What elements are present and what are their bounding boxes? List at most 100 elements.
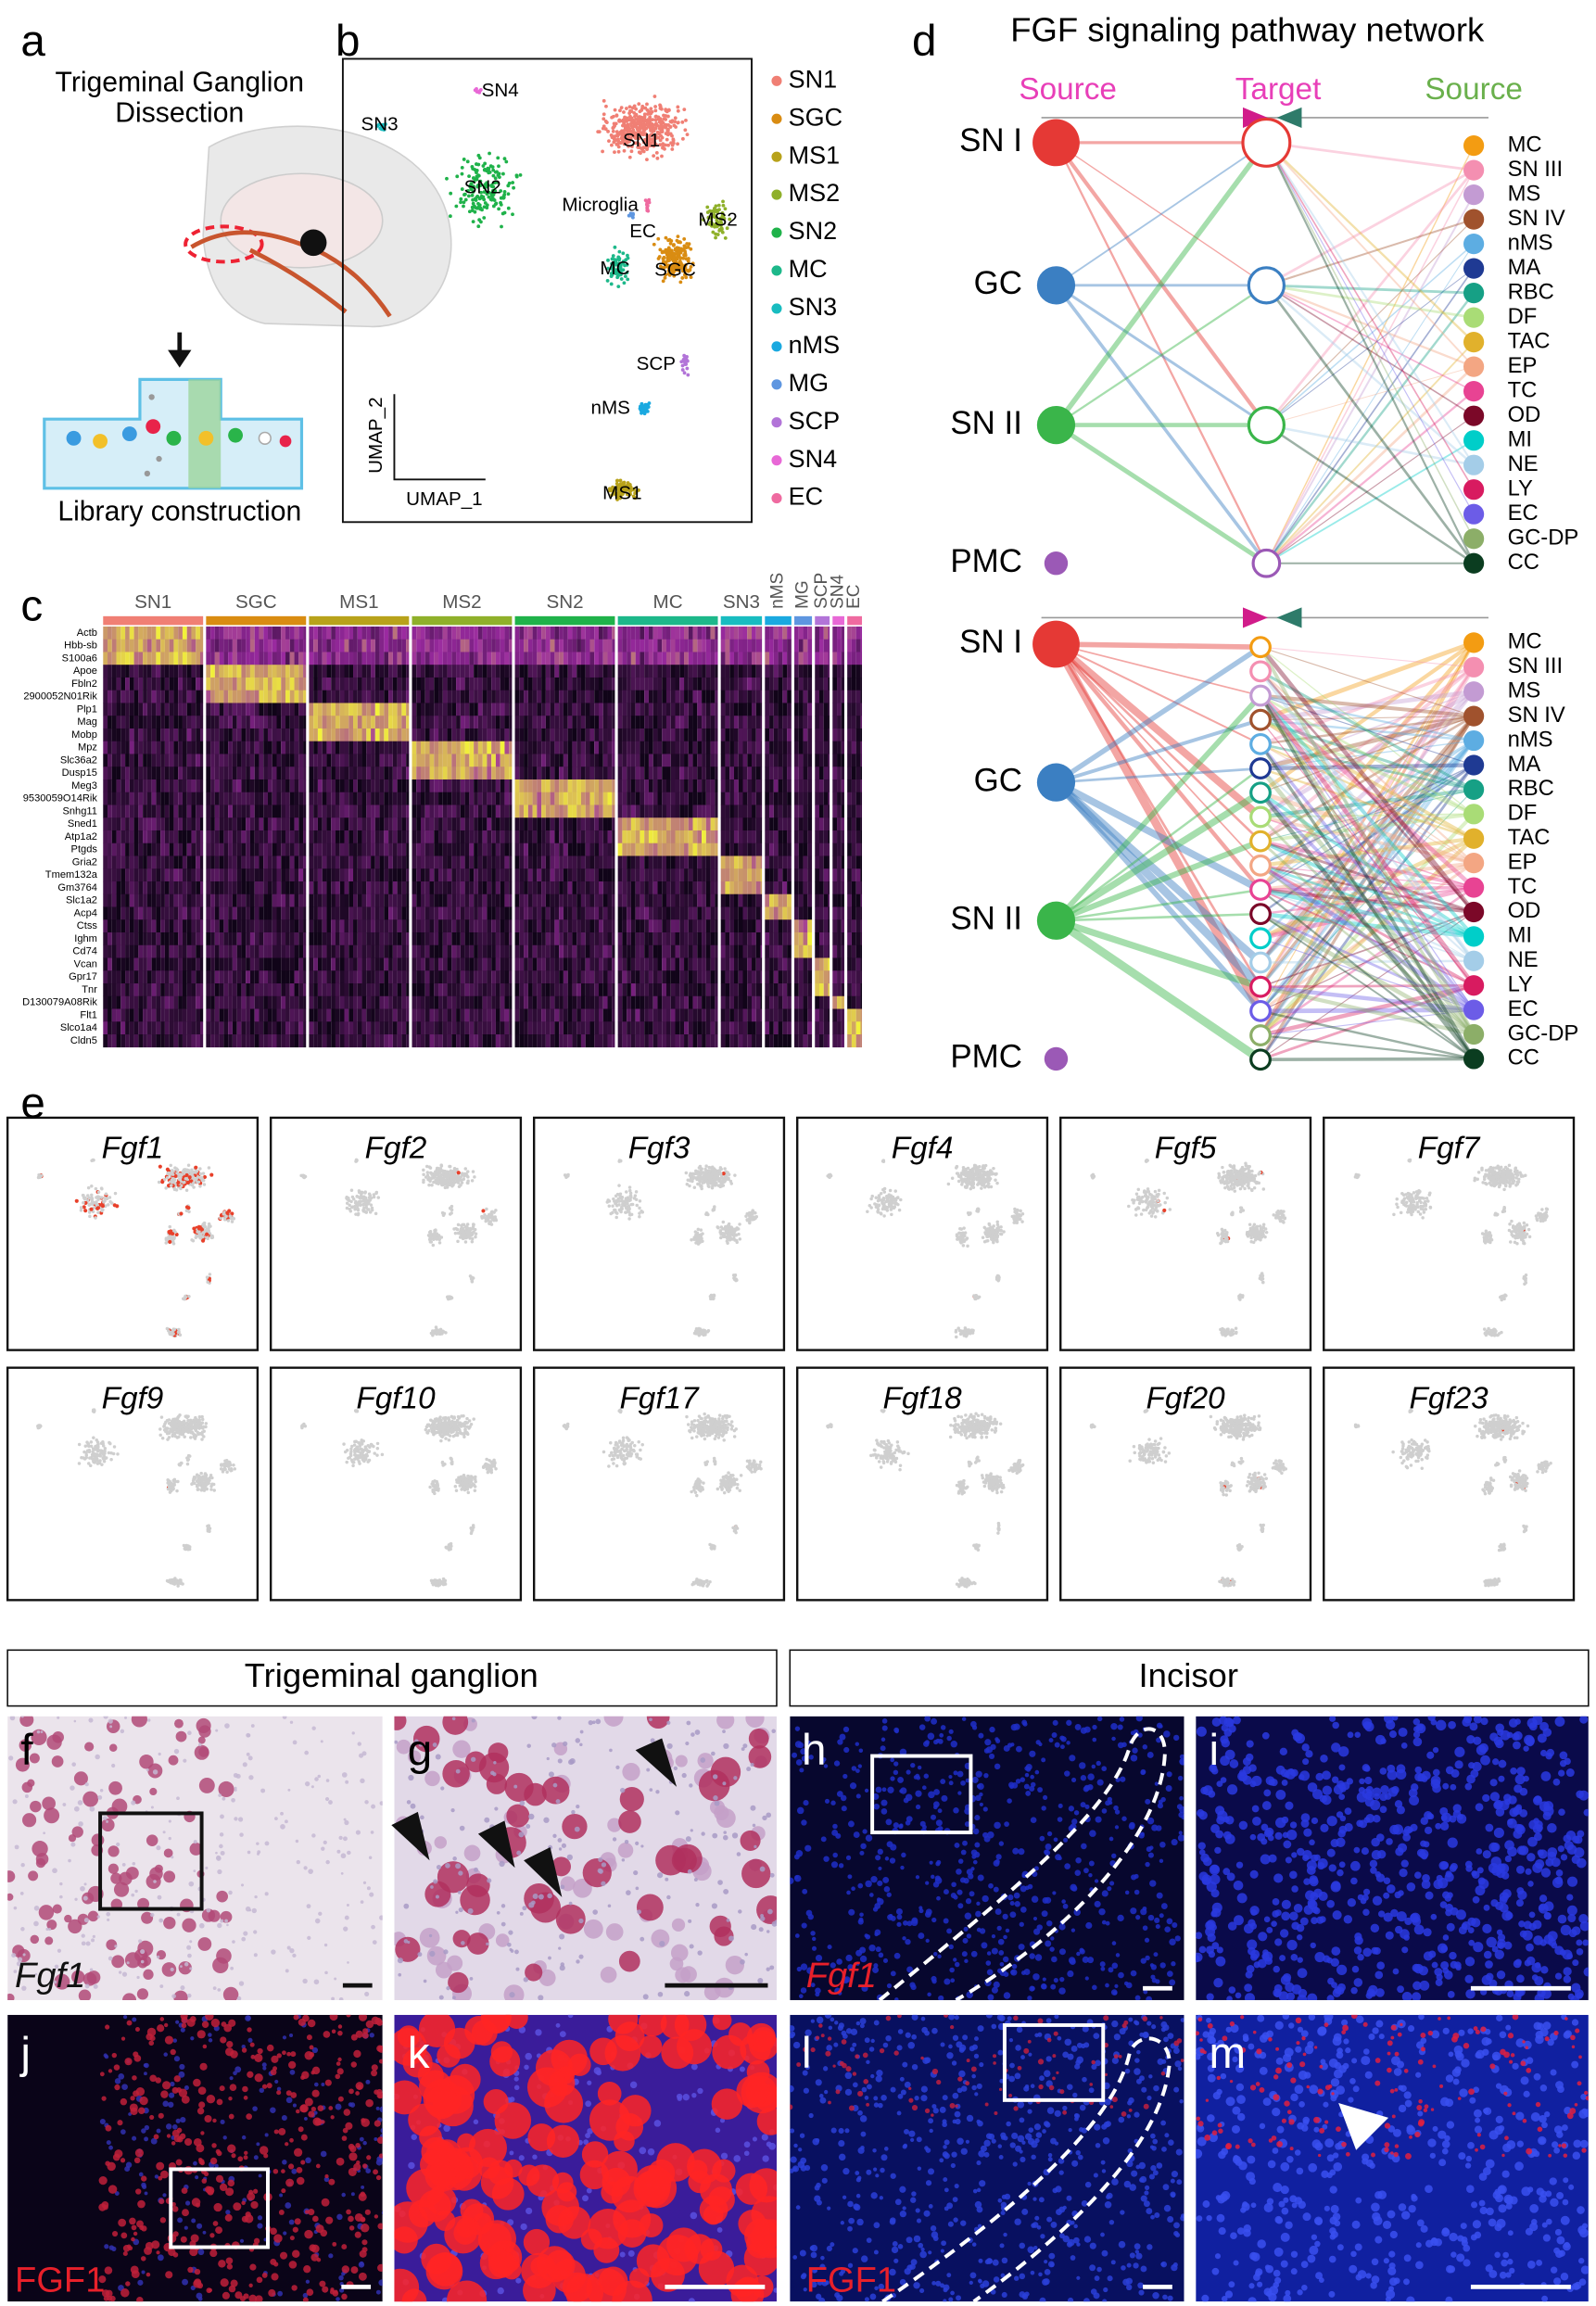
cell <box>1292 1732 1301 1742</box>
cell <box>156 2161 165 2171</box>
cell <box>134 2027 140 2033</box>
cell <box>909 1982 916 1988</box>
cell <box>168 2092 175 2098</box>
cell <box>34 1972 38 1976</box>
cell <box>1013 2275 1020 2281</box>
cell <box>158 2175 163 2181</box>
cell <box>500 1904 506 1908</box>
cell <box>508 1930 513 1935</box>
cell <box>220 1850 225 1856</box>
cell <box>1169 1938 1176 1945</box>
cell <box>1171 1839 1178 1846</box>
cell <box>1386 1838 1393 1845</box>
cell <box>691 2092 697 2098</box>
cell <box>1489 2063 1496 2070</box>
cell <box>1142 2016 1148 2021</box>
cell <box>165 2123 172 2130</box>
cell <box>336 2068 344 2075</box>
cell <box>997 2049 1004 2056</box>
micrograph-bg <box>790 2014 1184 2302</box>
cell <box>1175 2148 1183 2156</box>
cell <box>108 1845 120 1857</box>
cell <box>1447 1991 1455 1998</box>
cell <box>310 1785 314 1789</box>
cell <box>1554 1876 1564 1885</box>
cell <box>674 2014 707 2042</box>
cell <box>1488 1842 1499 1853</box>
cell <box>899 1823 904 1828</box>
cell <box>1457 2097 1462 2100</box>
cell <box>792 2255 798 2260</box>
cell <box>358 2014 368 2021</box>
cell <box>619 2251 626 2258</box>
cell <box>1216 1780 1223 1788</box>
cell <box>311 1833 316 1838</box>
cell <box>687 1869 692 1874</box>
cell <box>1249 1953 1259 1961</box>
cell <box>1569 2108 1577 2114</box>
cell <box>1513 1741 1521 1750</box>
cell <box>350 2266 359 2274</box>
cell <box>366 2155 372 2160</box>
cell <box>1263 1789 1272 1797</box>
cell <box>1356 1819 1363 1828</box>
cell <box>1126 2284 1133 2290</box>
cell <box>750 1762 754 1768</box>
cell <box>1014 2072 1021 2080</box>
cell <box>418 2189 451 2223</box>
cell <box>1275 2057 1284 2065</box>
cell <box>1293 1904 1303 1913</box>
cell <box>736 1852 741 1856</box>
cell <box>1440 1960 1450 1970</box>
cell <box>1422 1873 1430 1882</box>
cell <box>1324 2022 1329 2028</box>
cell <box>769 1965 775 1970</box>
brain <box>220 172 384 269</box>
cell <box>909 2137 915 2143</box>
dot <box>93 434 108 449</box>
cell <box>937 1739 944 1744</box>
cell <box>910 1763 916 1768</box>
cell <box>1280 2161 1290 2172</box>
cell <box>118 2218 127 2227</box>
cell <box>509 1992 515 1998</box>
cell <box>1155 1924 1160 1930</box>
source-marker <box>1242 107 1268 129</box>
cell <box>1441 2148 1449 2155</box>
cell <box>120 2158 126 2163</box>
cell <box>1110 2260 1116 2265</box>
cell <box>857 1764 862 1768</box>
cell <box>1390 2151 1394 2155</box>
cell <box>1159 1913 1164 1919</box>
cell <box>1304 2045 1314 2055</box>
cell <box>1297 1995 1308 2000</box>
cell <box>298 2126 304 2133</box>
cell <box>1088 1860 1095 1867</box>
cell <box>1273 2269 1281 2277</box>
cell <box>509 2150 514 2156</box>
cell <box>1274 2021 1284 2030</box>
cell <box>196 2144 205 2153</box>
cell <box>1140 1831 1145 1837</box>
cell <box>243 2155 248 2160</box>
cell <box>847 1964 855 1970</box>
cell-dot <box>670 143 675 147</box>
cell <box>1121 2110 1127 2117</box>
cell <box>994 1908 1002 1916</box>
cell <box>324 2079 332 2086</box>
cell <box>852 2072 857 2076</box>
cell <box>247 1850 251 1855</box>
cell <box>1272 1910 1280 1918</box>
cell <box>1553 2277 1562 2286</box>
cell <box>915 1875 920 1880</box>
cell <box>1498 2124 1505 2132</box>
cell <box>1413 1726 1420 1732</box>
cell <box>1398 2203 1407 2211</box>
cell <box>1206 1993 1214 2000</box>
cell <box>990 1743 996 1751</box>
cell <box>1386 2289 1396 2300</box>
cell <box>1432 1768 1440 1777</box>
cell <box>1419 1980 1430 1991</box>
cell <box>12 1799 18 1805</box>
cell <box>579 1742 583 1747</box>
